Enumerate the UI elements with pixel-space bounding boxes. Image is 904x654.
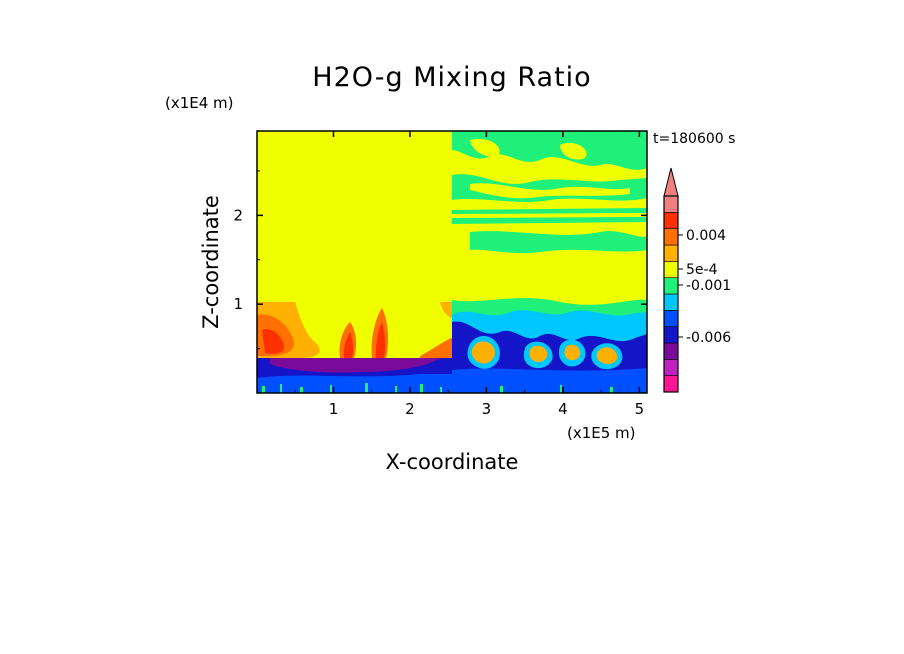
x-tick-label: 5 — [635, 400, 645, 418]
y-axis-label: Z-coordinate — [199, 195, 223, 329]
colorbar-swatch — [663, 342, 679, 360]
plot-area — [257, 131, 647, 393]
plot-frame — [256, 130, 648, 394]
x-tick-label: 2 — [405, 400, 415, 418]
y-tick-label: 1 — [233, 295, 243, 313]
y-tick-label: 2 — [233, 206, 243, 224]
colorbar-swatch — [663, 375, 679, 393]
x-axis: 1 2 3 4 5 — [294, 131, 645, 418]
colorbar-swatch — [663, 212, 679, 229]
x-tick-label: 4 — [558, 400, 568, 418]
yellow-islands — [452, 138, 647, 218]
colorbar-swatch — [663, 195, 679, 213]
colorbar: 0.004 5e-4-0.001 -0.006 — [663, 167, 731, 393]
neg-strong-left — [270, 358, 440, 373]
cyan-strip-left — [257, 374, 452, 393]
chart-title: H2O-g Mixing Ratio — [312, 62, 591, 93]
blue-light-right — [452, 368, 647, 393]
plumes-left — [339, 302, 452, 358]
colorbar-swatch — [663, 310, 679, 327]
colorbar-swatch — [663, 261, 679, 278]
colorbar-label: -0.001 — [686, 278, 731, 294]
colorbar-extend-arrow — [663, 167, 679, 197]
colorbar-swatch — [663, 326, 679, 344]
colorbar-swatch — [663, 293, 679, 311]
y-unit-label: (x1E4 m) — [165, 94, 234, 112]
colorbar-label: 5e-4 — [686, 262, 718, 278]
colorbar-swatch — [663, 244, 679, 262]
x-unit-label: (x1E5 m) — [567, 424, 636, 442]
colorbar-swatch — [663, 359, 679, 376]
colorbar-frame — [663, 195, 679, 393]
colorbar-label: -0.006 — [686, 330, 731, 346]
orange-plumes-right — [467, 335, 623, 370]
pos-max-left — [262, 329, 285, 354]
time-label: t=180600 s — [653, 131, 735, 147]
x-tick-label: 3 — [482, 400, 492, 418]
x-axis-label: X-coordinate — [386, 450, 519, 474]
colorbar-swatch — [663, 277, 679, 295]
colorbar-swatch — [663, 228, 679, 246]
y-axis: 12 — [233, 170, 647, 350]
ground-noise — [262, 383, 613, 393]
colorbar-label: 0.004 — [686, 228, 726, 244]
x-tick-label: 1 — [329, 400, 339, 418]
